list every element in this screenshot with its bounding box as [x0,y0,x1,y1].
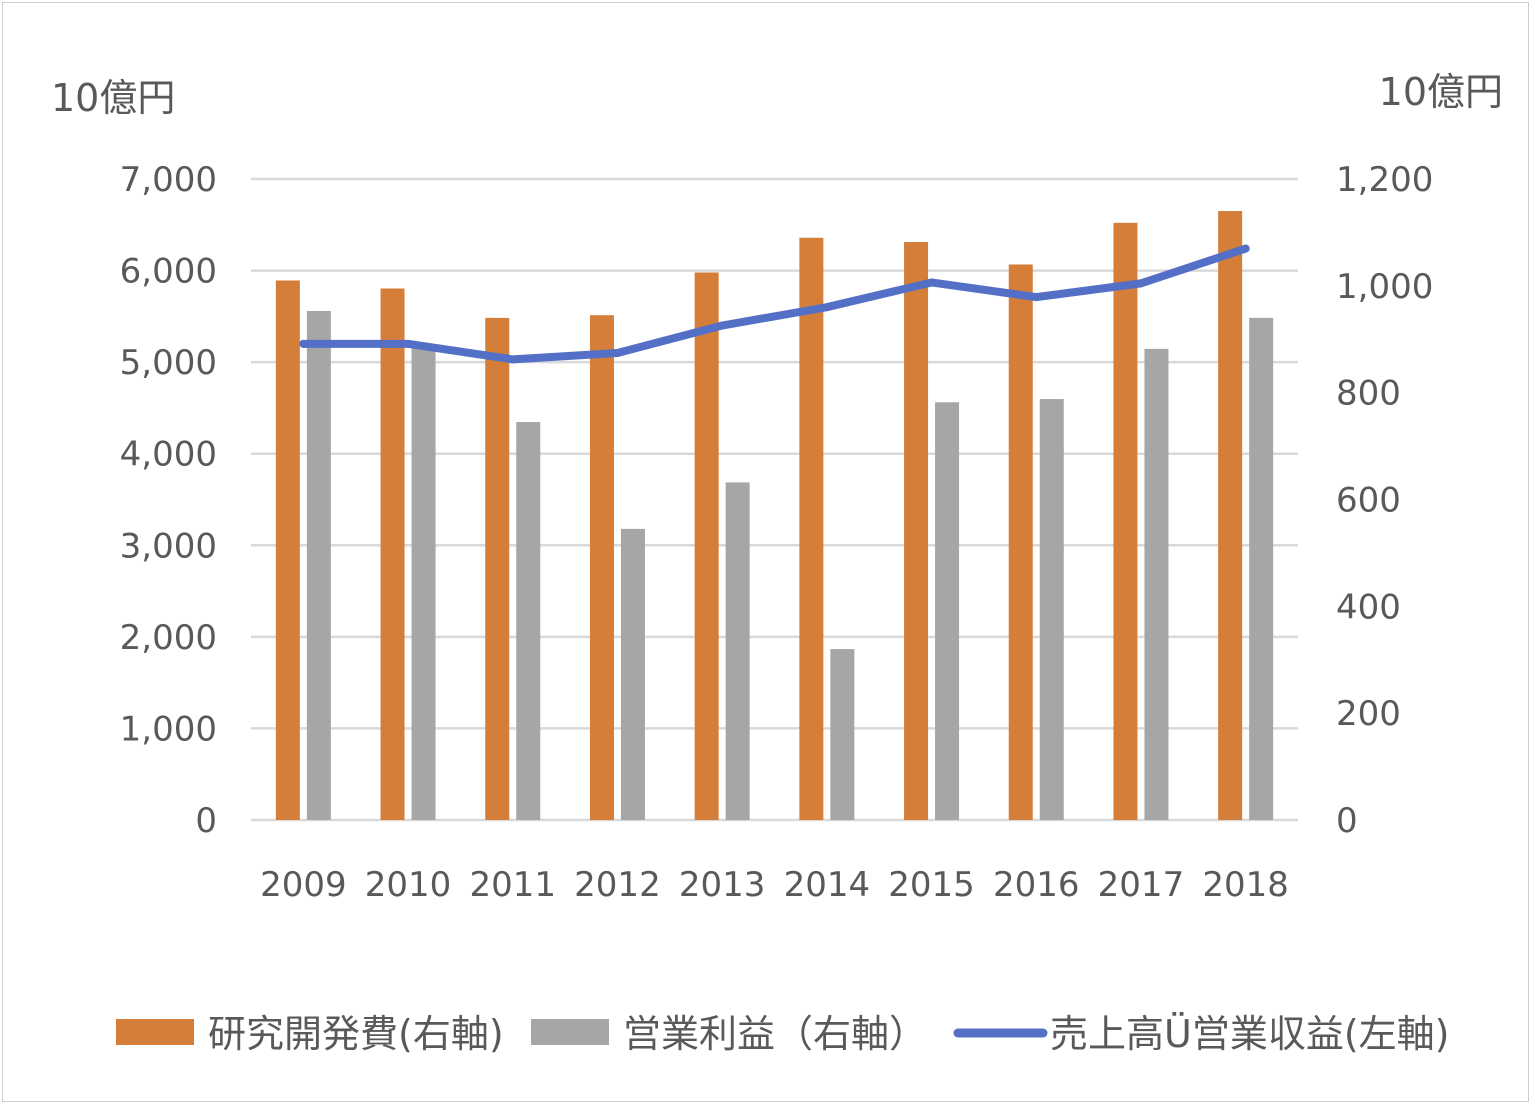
x-axis-tick-label: 2015 [888,865,975,905]
revenue-point [613,348,622,357]
legend-label: 研究開発費(右軸) [208,1012,504,1056]
x-axis-tick-label: 2010 [365,865,452,905]
left-axis-tick-label: 4,000 [120,435,217,475]
left-axis-tick-label: 0 [195,801,217,841]
legend-swatch [116,1019,194,1045]
revenue-point [718,321,727,330]
right-axis-tick-label: 200 [1336,694,1401,734]
bar-rd-expense [1113,222,1138,821]
right-axis-unit: 10億円 [1379,70,1503,114]
bar-operating-profit [725,482,750,820]
bar-rd-expense [694,272,719,821]
bar-rd-expense [380,288,405,821]
revenue-line [299,244,1250,364]
x-axis-tick-label: 2018 [1202,865,1289,905]
revenue-point [1032,293,1041,302]
bar-rd-expense [275,280,300,820]
right-axis-tick-label: 1,000 [1336,267,1433,307]
bar-rd-expense [1218,211,1243,821]
left-axis-ticks: 0 1,000 2,000 3,000 4,000 5,000 6,000 7,000 [120,160,217,841]
left-axis-unit: 10億円 [51,76,175,120]
bar-operating-profit [935,402,960,820]
bar-operating-profit [306,310,331,820]
revenue-point [508,355,517,364]
revenue-point [1136,279,1145,288]
bar-rd-expense [485,317,510,820]
x-axis-tick-label: 2016 [993,865,1080,905]
combo-chart: 10億円 10億円 0 1,000 2,000 3,000 4,000 5,000 6,00… [51,70,1503,1056]
right-axis-tick-label: 0 [1336,801,1358,841]
left-axis-tick-label: 1,000 [120,709,217,749]
left-axis-tick-label: 2,000 [120,618,217,658]
right-axis-tick-label: 1,200 [1336,160,1433,200]
bar-rd-expense [904,242,929,820]
line-series [299,244,1250,364]
bars [275,211,1274,821]
revenue-point [1241,244,1250,253]
right-axis-tick-label: 800 [1336,374,1401,414]
bar-rd-expense [1008,264,1033,820]
right-axis-tick-label: 400 [1336,587,1401,627]
x-axis-tick-label: 2014 [784,865,871,905]
x-axis-tick-label: 2017 [1098,865,1185,905]
x-axis-tick-label: 2009 [260,865,347,905]
legend-label: 売上高Ü営業収益(左軸) [1050,1012,1449,1056]
right-axis-tick-label: 600 [1336,481,1401,521]
x-axis-tick-label: 2013 [679,865,766,905]
legend: 研究開発費(右軸) 営業利益（右軸） 売上高Ü営業収益(左軸) [116,1012,1449,1056]
bar-rd-expense [799,237,824,821]
left-axis-tick-label: 7,000 [120,160,217,200]
bar-operating-profit [1249,317,1274,820]
bar-operating-profit [1039,399,1064,820]
bar-operating-profit [516,422,541,820]
revenue-point [822,303,831,312]
x-axis-ticks: 2009 2010 2011 2012 2013 2014 2015 2016 2017 2018 [260,865,1289,905]
right-axis-ticks: 0 200 400 600 800 1,000 1,200 [1336,160,1433,841]
bar-operating-profit [830,649,855,820]
left-axis-tick-label: 3,000 [120,526,217,566]
bar-operating-profit [1144,348,1169,820]
revenue-point [404,339,413,348]
legend-swatch [531,1019,609,1045]
left-axis-tick-label: 5,000 [120,343,217,383]
bar-operating-profit [411,344,436,820]
bar-rd-expense [589,315,614,820]
x-axis-tick-label: 2012 [574,865,661,905]
legend-label: 営業利益（右軸） [623,1012,927,1056]
bar-operating-profit [620,528,645,820]
left-axis-tick-label: 6,000 [120,252,217,292]
x-axis-tick-label: 2011 [469,865,556,905]
revenue-point [927,278,936,287]
gridlines [251,177,1298,822]
revenue-point [299,339,308,348]
